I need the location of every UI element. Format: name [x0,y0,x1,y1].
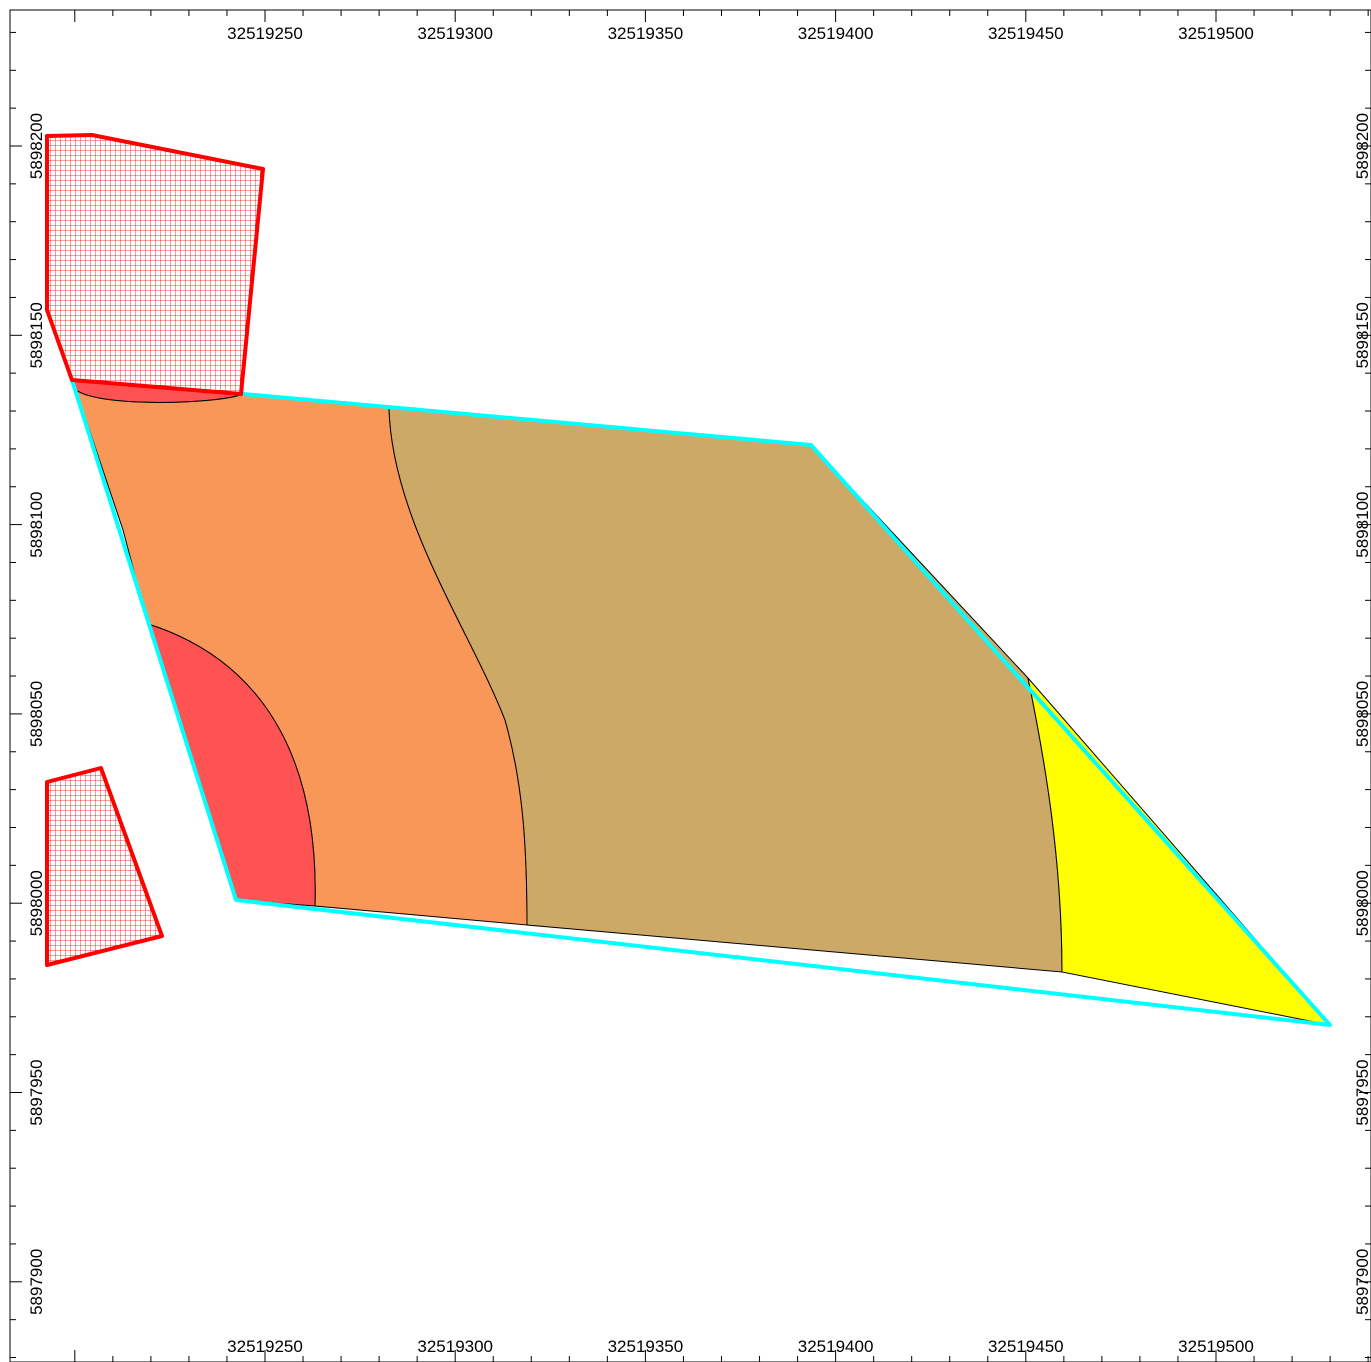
exclusion-area-bottom [45,766,164,967]
x-tick-label-top: 32519250 [227,24,303,43]
y-tick-label-left: 5898150 [27,302,46,368]
y-tick-label-right: 5897900 [1353,1249,1371,1315]
x-tick-label-top: 32519350 [608,24,684,43]
y-tick-label-left: 5898200 [27,113,46,179]
zones-group [71,379,1332,1026]
y-tick-label-right: 5898150 [1353,302,1371,368]
exclusion-areas [45,133,265,967]
x-tick-label-top: 32519500 [1178,24,1254,43]
x-tick-label-bottom: 32519450 [988,1337,1064,1356]
y-tick-label-right: 5898100 [1353,492,1371,558]
y-tick-label-left: 5898050 [27,681,46,747]
y-tick-label-left: 5898000 [27,870,46,936]
x-tick-label-bottom: 32519400 [798,1337,874,1356]
x-tick-label-bottom: 32519350 [608,1337,684,1356]
x-tick-label-bottom: 32519250 [227,1337,303,1356]
y-tick-label-left: 5897900 [27,1249,46,1315]
site-boundary [70,379,1332,1027]
y-tick-label-right: 5898000 [1353,870,1371,936]
y-tick-label-left: 5898100 [27,492,46,558]
y-tick-label-left: 5897950 [27,1059,46,1125]
x-tick-label-top: 32519300 [417,24,493,43]
map-frame [9,9,1371,1362]
zone-red-bottom [147,623,316,907]
y-tick-label-right: 5897950 [1353,1059,1371,1125]
x-tick-label-top: 32519400 [798,24,874,43]
x-tick-label-bottom: 32519500 [1178,1337,1254,1356]
axes-group: 32519250 32519250 32519300 32519300 32519350… [10,10,1371,1362]
y-tick-label-right: 5898050 [1353,681,1371,747]
x-tick-label-bottom: 32519300 [417,1337,493,1356]
x-tick-label-top: 32519450 [988,24,1064,43]
y-tick-label-right: 5898200 [1353,113,1371,179]
exclusion-area-top [45,133,265,396]
